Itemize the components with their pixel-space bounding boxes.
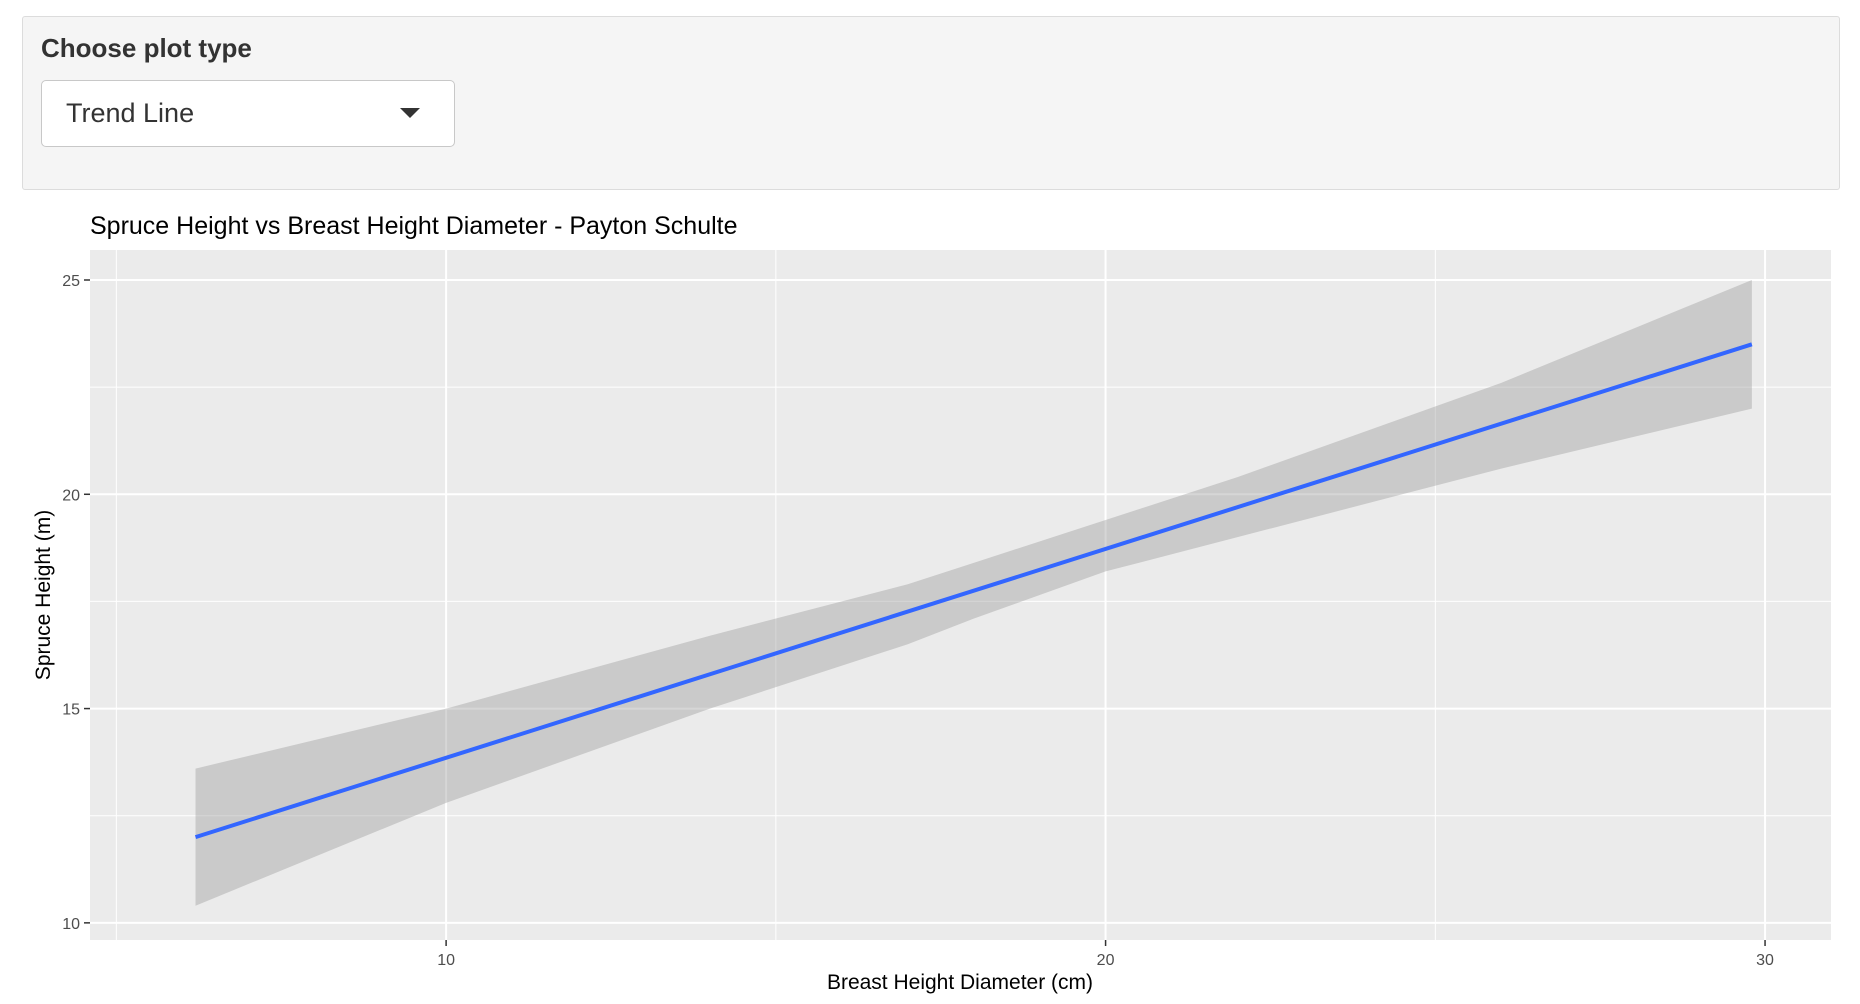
confidence-band bbox=[195, 280, 1752, 906]
y-tick-label: 20 bbox=[62, 487, 80, 504]
x-tick-label: 30 bbox=[1756, 952, 1774, 969]
sidebar-panel: Choose plot type Trend Line bbox=[22, 16, 1840, 190]
trend-line-chart: Spruce Height vs Breast Height Diameter … bbox=[32, 212, 1831, 994]
grid-lines bbox=[90, 250, 1831, 940]
y-axis-label: Spruce Height (m) bbox=[32, 510, 55, 680]
chart-title: Spruce Height vs Breast Height Diameter … bbox=[90, 212, 738, 240]
x-tick-label: 20 bbox=[1097, 952, 1115, 969]
plot-type-selected-value: Trend Line bbox=[66, 98, 195, 128]
plot-type-select[interactable]: Trend Line bbox=[41, 80, 455, 147]
y-tick-label: 15 bbox=[62, 702, 80, 719]
y-axis-ticks: 10 15 20 25 bbox=[62, 273, 90, 933]
trend-line bbox=[194, 342, 1753, 840]
dropdown-caret-icon bbox=[400, 108, 420, 118]
plot-type-label: Choose plot type bbox=[41, 33, 252, 63]
trend-lines bbox=[194, 342, 1753, 840]
y-tick-label: 25 bbox=[62, 273, 80, 290]
y-tick-label: 10 bbox=[62, 916, 80, 933]
x-tick-label: 10 bbox=[437, 952, 455, 969]
x-axis-label: Breast Height Diameter (cm) bbox=[827, 971, 1093, 994]
x-axis-ticks: 10 20 30 bbox=[437, 940, 1774, 969]
